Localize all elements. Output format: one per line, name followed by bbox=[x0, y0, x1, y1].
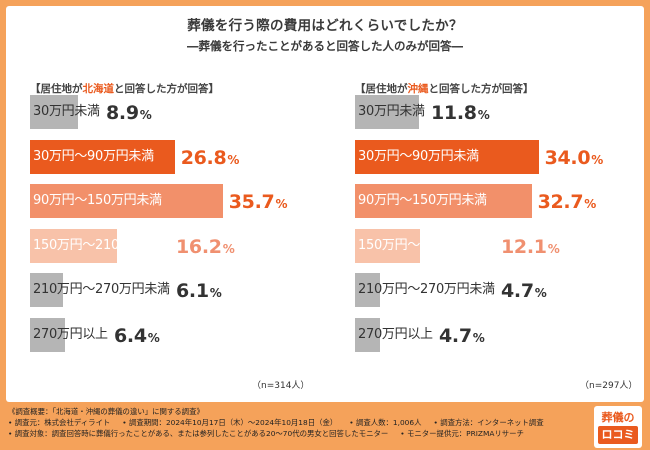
bar-6 bbox=[355, 317, 381, 352]
bar-value-label: 26.8% bbox=[180, 140, 240, 174]
footer-item: • 調査期間：2024年10月17日（木）〜2024年10月18日（金） bbox=[122, 418, 338, 427]
bar-value-label: 35.7% bbox=[228, 184, 288, 218]
survey-footer: 《調査概要：「北海道・沖縄の葬儀の違い」に関する調査》 • 調査元：株式会社ディ… bbox=[8, 406, 588, 439]
bar-4 bbox=[355, 228, 421, 263]
bar-3 bbox=[355, 184, 532, 218]
bar-6 bbox=[30, 317, 65, 352]
bar-category-label: 270万円以上 bbox=[358, 326, 433, 342]
bar-3 bbox=[30, 184, 223, 218]
bar-value-number: 6.4 bbox=[114, 324, 147, 347]
panel-title-hokkaido: 【居住地が北海道と回答した方が回答】 bbox=[30, 83, 219, 95]
bar-value-label: 34.0% bbox=[544, 140, 604, 174]
bar-category-label: 150万円〜210万円未満 bbox=[358, 237, 495, 253]
bar-1 bbox=[355, 95, 419, 129]
percent-sign: % bbox=[209, 286, 222, 300]
footer-line-3: • 調査対象：調査回答時に葬儀行ったことがある、または参列したことがある20〜7… bbox=[8, 428, 588, 439]
bar-value-number: 32.7 bbox=[537, 191, 584, 213]
bar-category-label: 210万円〜270万円未満 bbox=[358, 282, 495, 297]
panel-title-okinawa: 【居住地が沖縄と回答した方が回答】 bbox=[355, 83, 534, 95]
bar-value-label: 6.4% bbox=[114, 318, 160, 352]
bar-value-label: 12.1% bbox=[501, 229, 560, 263]
bar-value-number: 35.7 bbox=[228, 191, 275, 213]
page-subtitle: ―葬儀を行ったことがあると回答した人のみが回答― bbox=[187, 39, 463, 53]
bar-value-number: 4.7 bbox=[439, 324, 472, 347]
bar-value-number: 26.8 bbox=[180, 146, 227, 169]
bar-value-number: 8.9 bbox=[106, 102, 139, 124]
sample-size-hokkaido: （n=314人） bbox=[252, 381, 310, 391]
percent-sign: % bbox=[472, 330, 485, 345]
footer-item: • 調査元：株式会社ディライト bbox=[8, 418, 111, 427]
bar-category-label: 90万円〜150万円未満 bbox=[358, 193, 487, 208]
bar-5 bbox=[355, 273, 381, 307]
percent-sign: % bbox=[584, 197, 596, 211]
bar-value-label: 8.9% bbox=[106, 95, 152, 129]
bar-category-label: 270万円以上 bbox=[33, 326, 108, 342]
percent-sign: % bbox=[547, 241, 560, 256]
page-title: 葬儀を行う際の費用はどれくらいでしたか？ bbox=[187, 18, 463, 34]
percent-sign: % bbox=[139, 108, 152, 122]
percent-sign: % bbox=[147, 330, 160, 345]
bar-category-label: 30万円未満 bbox=[33, 104, 100, 119]
footer-item: • 調査人数：1,006人 bbox=[349, 418, 422, 427]
percent-sign: % bbox=[222, 241, 235, 256]
bar-value-number: 16.2 bbox=[176, 235, 222, 258]
bar-value-number: 11.8 bbox=[431, 102, 477, 124]
bar-value-number: 4.7 bbox=[501, 280, 534, 302]
bar-value-label: 16.2% bbox=[176, 229, 235, 263]
footer-heading: 《調査概要：「北海道・沖縄の葬儀の違い」に関する調査》 bbox=[8, 407, 204, 416]
bar-value-number: 6.1 bbox=[176, 280, 209, 302]
bar-2 bbox=[30, 139, 175, 174]
bar-value-label: 32.7% bbox=[537, 184, 597, 218]
bar-category-label: 30万円〜90万円未満 bbox=[358, 148, 479, 164]
percent-sign: % bbox=[227, 152, 240, 167]
bar-5 bbox=[30, 273, 63, 307]
logo-text-top: 葬儀の bbox=[601, 411, 635, 424]
bar-category-label: 150万円〜210万円未満 bbox=[33, 237, 170, 253]
bar-4 bbox=[30, 228, 118, 263]
percent-sign: % bbox=[534, 286, 547, 300]
percent-sign: % bbox=[477, 108, 490, 122]
bar-category-label: 30万円〜90万円未満 bbox=[33, 148, 154, 164]
bar-1 bbox=[30, 95, 79, 129]
percent-sign: % bbox=[591, 152, 604, 167]
footer-item: • 調査方法：インターネット調査 bbox=[433, 418, 544, 427]
bar-category-label: 210万円〜270万円未満 bbox=[33, 282, 170, 297]
footer-item: • モニター提供元：PRIZMAリサーチ bbox=[400, 429, 524, 438]
bar-2 bbox=[355, 139, 539, 174]
bar-value-label: 4.7% bbox=[439, 318, 485, 352]
bar-value-number: 12.1 bbox=[501, 235, 547, 258]
percent-sign: % bbox=[275, 197, 288, 211]
sample-size-okinawa: （n=297人） bbox=[580, 381, 638, 391]
brand-logo: 葬儀の ロコミ bbox=[594, 406, 642, 448]
logo-text-bottom: ロコミ bbox=[598, 426, 638, 444]
bar-category-label: 90万円〜150万円未満 bbox=[33, 193, 162, 208]
footer-line-2: • 調査元：株式会社ディライト • 調査期間：2024年10月17日（木）〜202… bbox=[8, 417, 588, 428]
footer-item: • 調査対象：調査回答時に葬儀行ったことがある、または参列したことがある20〜7… bbox=[8, 429, 389, 438]
bar-value-label: 11.8% bbox=[431, 95, 490, 129]
bar-category-label: 30万円未満 bbox=[358, 104, 425, 119]
bar-value-label: 6.1% bbox=[176, 273, 222, 307]
bar-value-number: 34.0 bbox=[544, 146, 591, 169]
bar-value-label: 4.7% bbox=[501, 273, 547, 307]
